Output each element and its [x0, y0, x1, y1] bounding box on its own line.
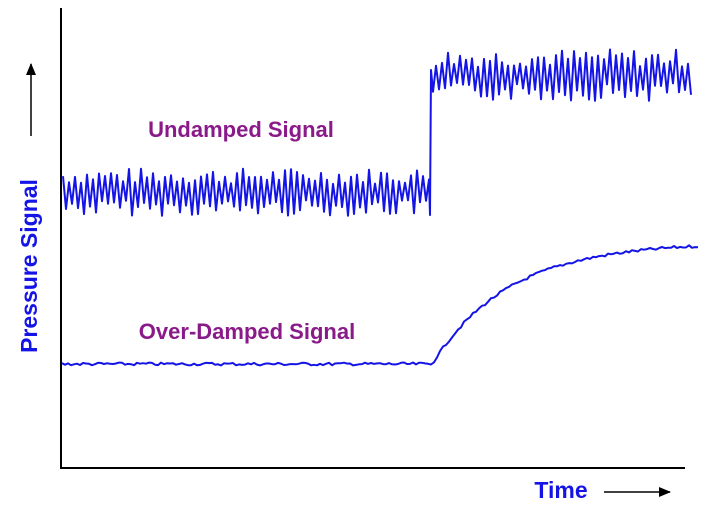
annotation: Over-Damped Signal [139, 319, 355, 344]
over-damped-curve [61, 244, 699, 367]
annotation: Undamped Signal [148, 117, 334, 142]
y-axis-label: Pressure Signal [16, 179, 42, 353]
x-axis-label: Time [534, 477, 587, 503]
undamped-curve [62, 48, 692, 217]
